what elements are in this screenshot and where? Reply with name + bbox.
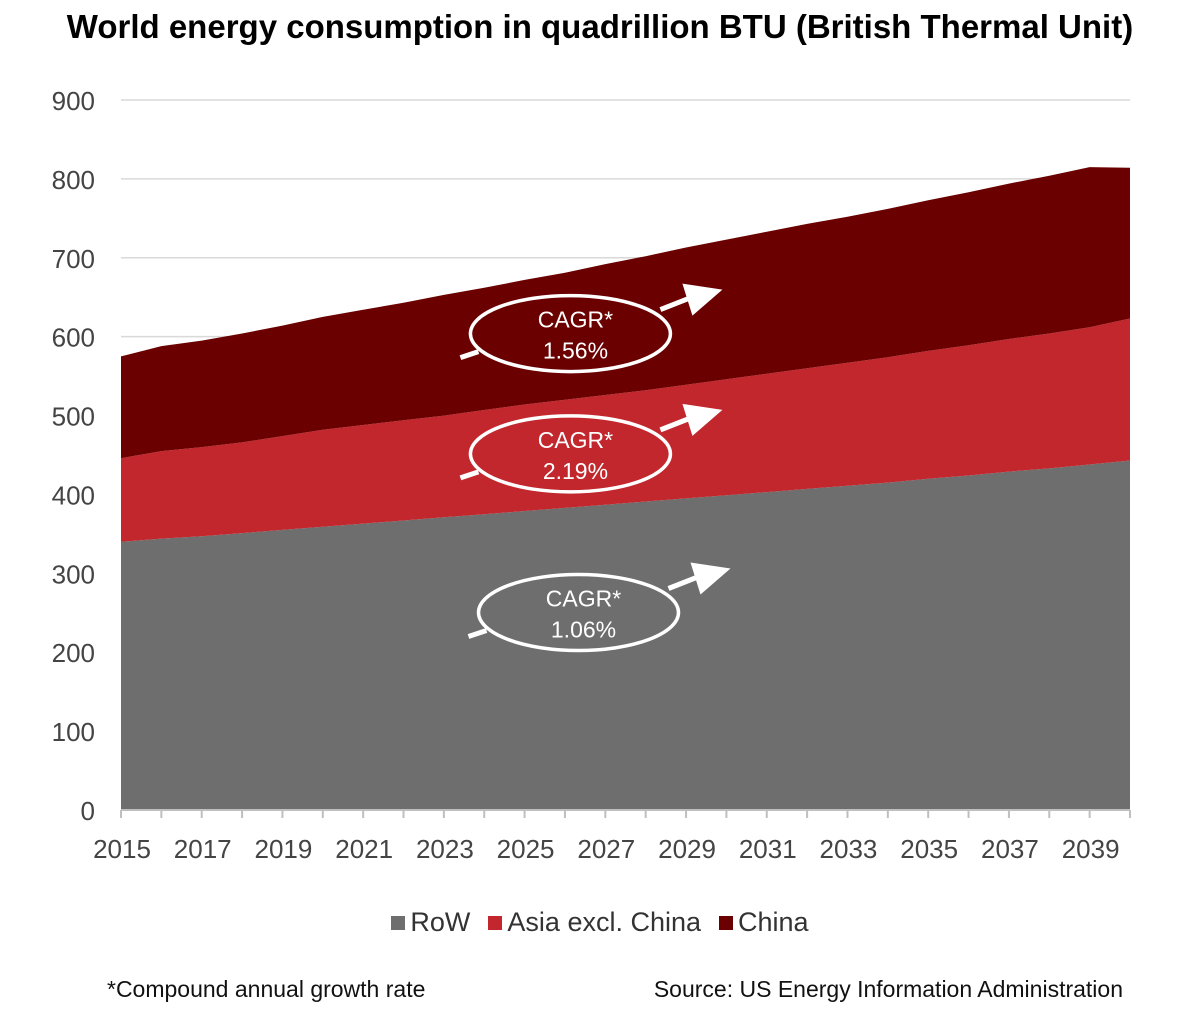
y-tick-label: 800	[52, 165, 95, 195]
cagr-annotation: CAGR* 2.19%	[459, 403, 723, 494]
cagr-value: 1.06%	[551, 617, 616, 643]
cagr-label: CAGR*	[538, 307, 613, 333]
footnote: *Compound annual growth rate	[107, 976, 426, 1002]
area-row	[121, 460, 1130, 810]
x-tick-label: 2023	[416, 834, 474, 864]
x-tick-label: 2021	[335, 834, 393, 864]
cagr-ellipse	[468, 293, 673, 374]
cagr-annotation: CAGR* 1.56%	[459, 283, 723, 374]
legend-item: RoW	[391, 907, 470, 938]
arrow-tail	[459, 349, 480, 360]
cagr-value: 2.19%	[543, 458, 608, 484]
chart-title: World energy consumption in quadrillion …	[66, 8, 1134, 45]
cagr-label: CAGR*	[538, 427, 613, 453]
arrow-head-icon	[682, 283, 723, 316]
arrow-tail	[459, 469, 480, 481]
cagr-label: CAGR*	[546, 586, 621, 612]
legend-swatch	[391, 915, 406, 930]
cagr-ellipse	[476, 572, 681, 653]
x-tick-label: 2035	[900, 834, 958, 864]
legend-swatch	[488, 915, 503, 930]
arrow-head-icon	[682, 403, 723, 436]
arrow-shaft	[659, 296, 690, 312]
chart-legend: RoW Asia excl. China China	[0, 907, 1200, 938]
x-tick-label: 2031	[739, 834, 797, 864]
y-tick-label: 100	[52, 717, 95, 747]
cagr-annotation: CAGR* 1.06%	[467, 562, 731, 653]
y-tick-label: 0	[81, 796, 95, 826]
y-tick-label: 300	[52, 559, 95, 589]
cagr-value: 1.56%	[543, 338, 608, 364]
arrow-tail	[467, 628, 488, 639]
x-tick-label: 2015	[93, 834, 151, 864]
y-tick-label: 700	[52, 244, 95, 274]
y-tick-label: 600	[52, 323, 95, 353]
x-tick-label: 2017	[174, 834, 232, 864]
area-asia-excl-china	[121, 318, 1130, 542]
x-tick-label: 2025	[497, 834, 555, 864]
x-tick-label: 2033	[820, 834, 878, 864]
x-tick-label: 2039	[1062, 834, 1120, 864]
legend-item: China	[719, 907, 809, 938]
x-tick-label: 2029	[658, 834, 716, 864]
y-tick-label: 200	[52, 638, 95, 668]
area-china	[121, 167, 1130, 459]
arrow-head-icon	[690, 562, 731, 595]
legend-label: China	[738, 907, 809, 937]
y-tick-label: 400	[52, 480, 95, 510]
source-note: Source: US Energy Information Administra…	[653, 976, 1123, 1002]
y-tick-label: 500	[52, 402, 95, 432]
y-tick-label: 900	[52, 86, 95, 116]
x-tick-label: 2019	[255, 834, 313, 864]
legend-label: RoW	[410, 907, 471, 937]
legend-item: Asia excl. China	[488, 907, 701, 938]
legend-label: Asia excl. China	[507, 907, 702, 937]
arrow-shaft	[659, 416, 690, 433]
legend-swatch	[719, 915, 734, 930]
x-tick-label: 2027	[577, 834, 635, 864]
arrow-shaft	[667, 575, 698, 591]
cagr-ellipse	[468, 414, 673, 494]
x-tick-label: 2037	[981, 834, 1039, 864]
